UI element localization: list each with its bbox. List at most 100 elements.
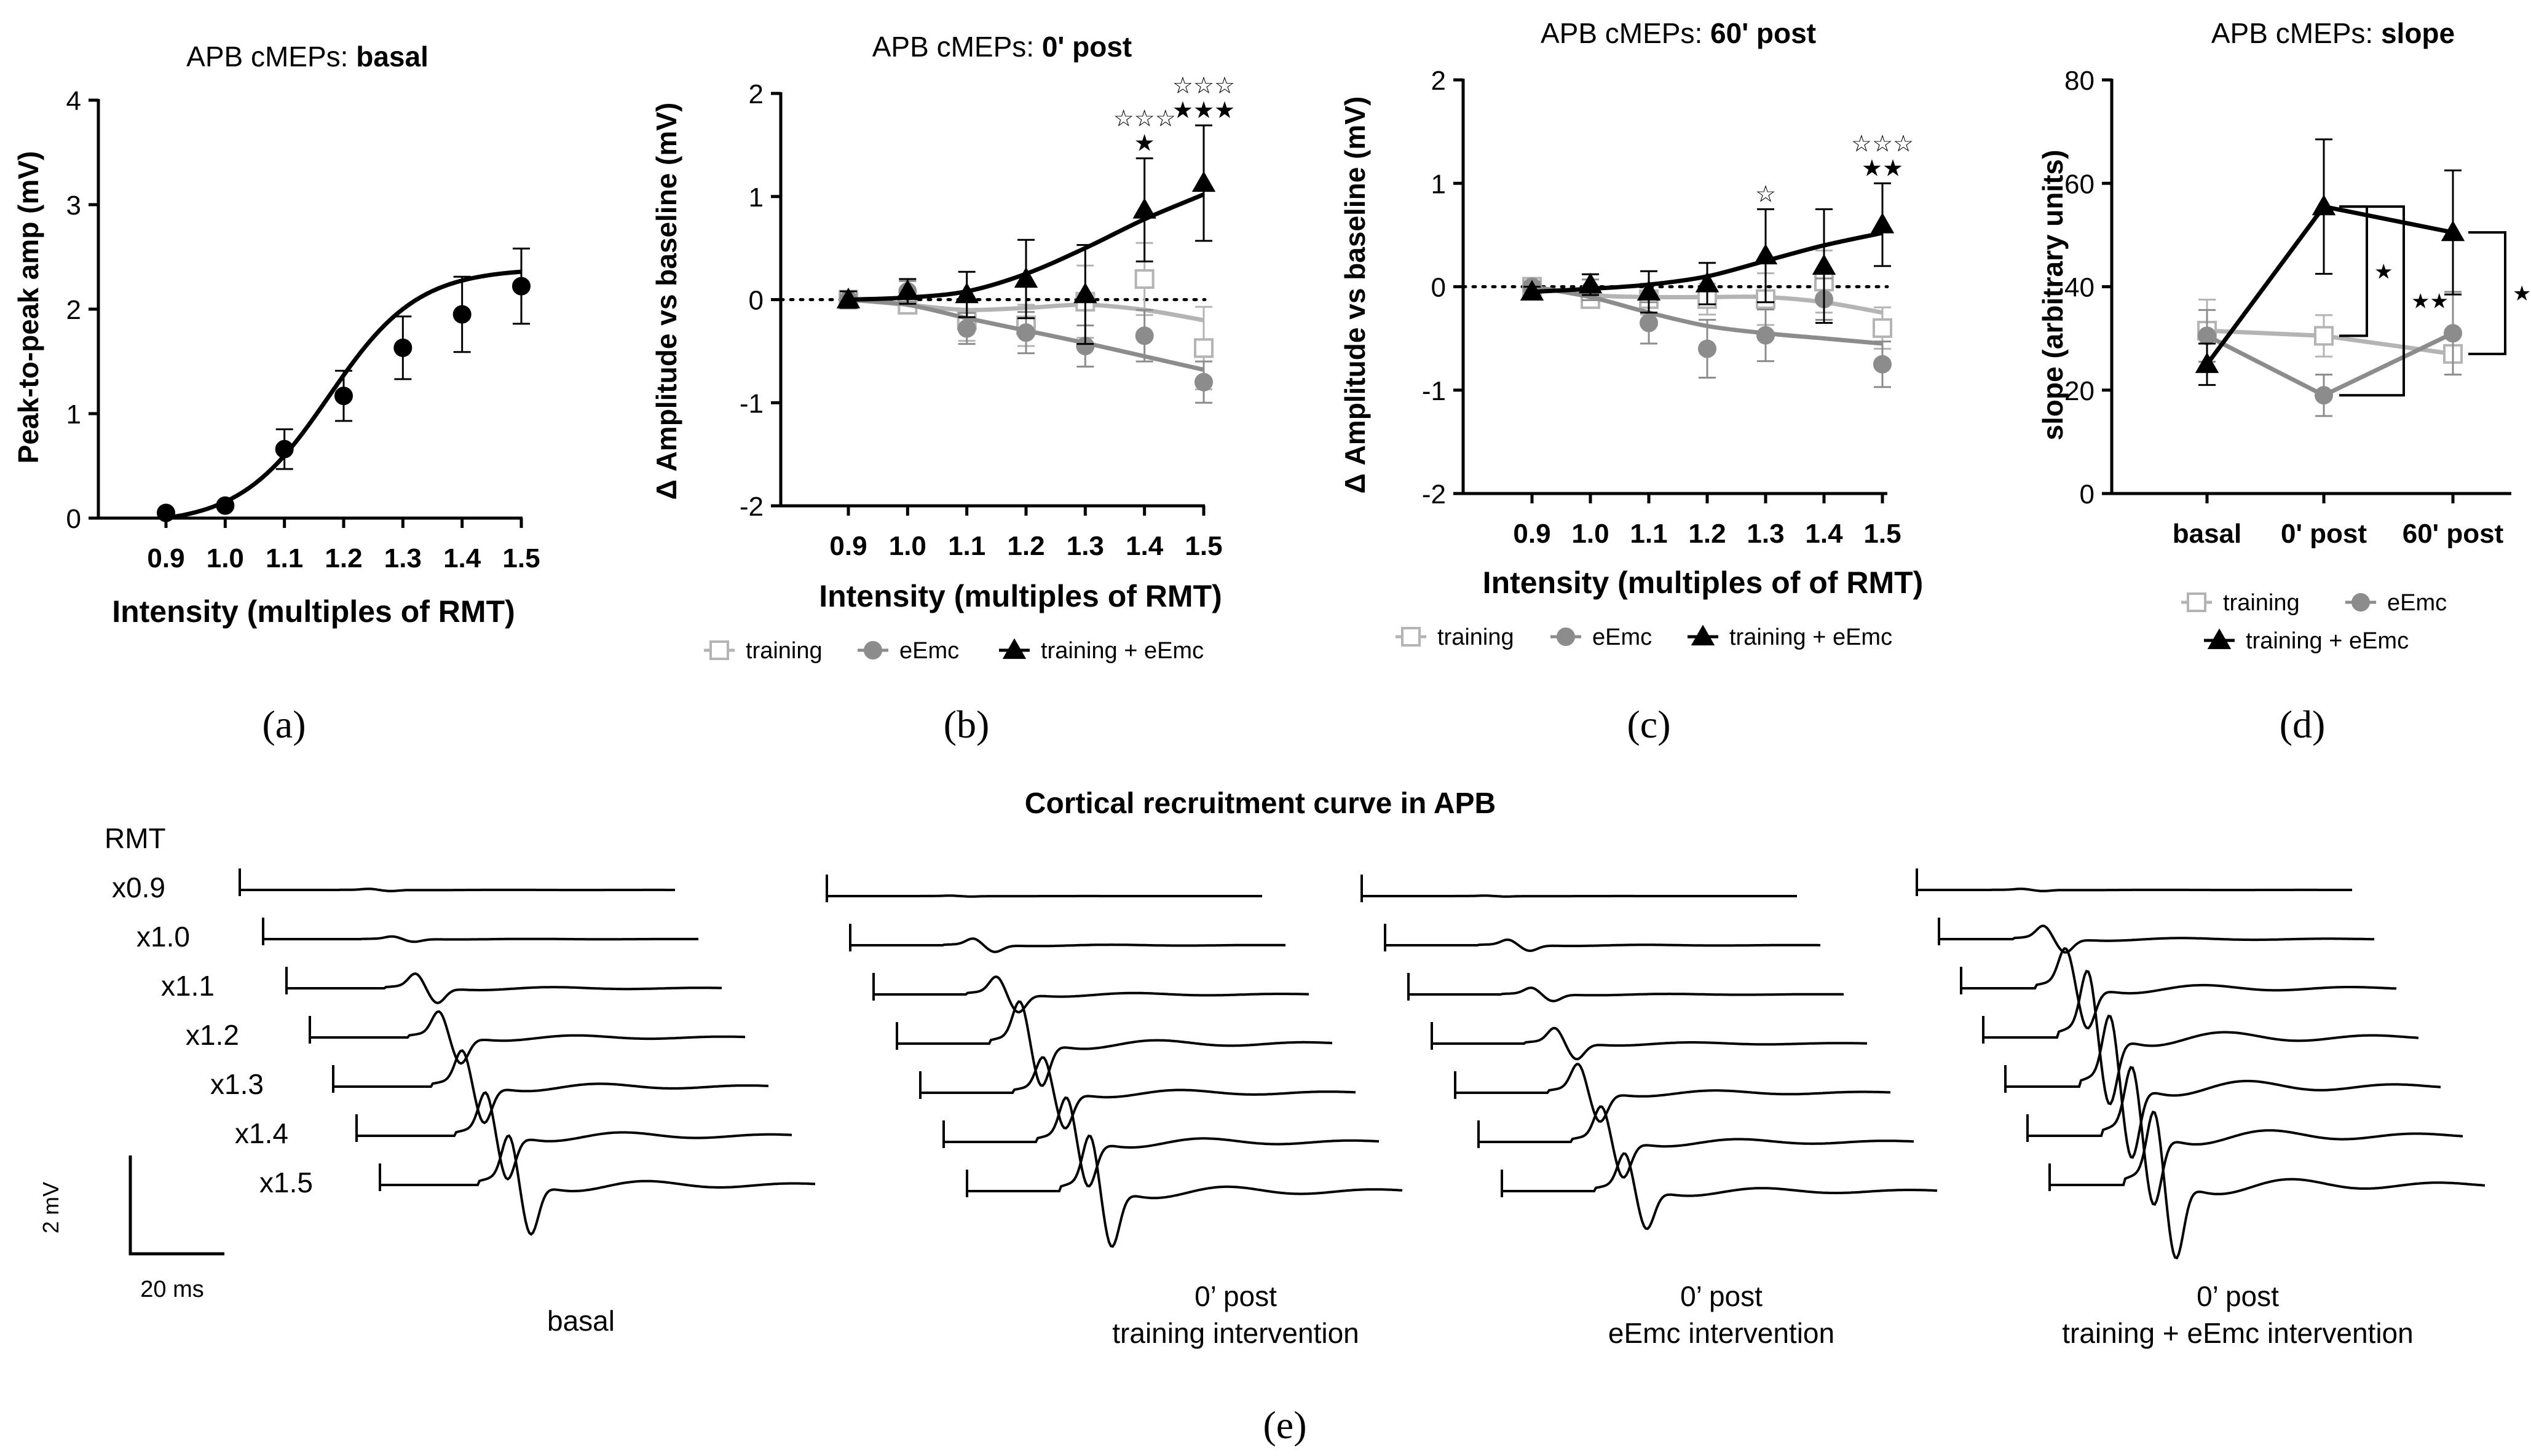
data-point <box>1812 254 1836 275</box>
data-point <box>1073 282 1097 304</box>
data-point <box>1637 280 1661 301</box>
trace-group-2 <box>826 875 1403 1248</box>
intensity-label-x1-1: x1.1 <box>161 970 215 1002</box>
panel-e-title: Cortical recruitment curve in APB <box>1025 787 1496 820</box>
significance-mark: ★★ <box>1862 155 1903 181</box>
mep-trace-x1-4 <box>2026 1066 2463 1206</box>
y-tick-label: 0 <box>749 286 764 316</box>
legend-marker <box>709 640 729 660</box>
data-point <box>1194 372 1213 392</box>
x-tick-label: 1.1 <box>266 543 303 573</box>
mep-trace-x1-4 <box>1477 1105 1914 1179</box>
x-tick-label: basal <box>2173 519 2242 549</box>
legend-marker <box>1401 627 1421 647</box>
mep-trace-x1-0 <box>849 924 1286 953</box>
x-tick-label: 1.2 <box>1007 531 1044 561</box>
x-tick-label: 1.4 <box>443 543 481 573</box>
y-tick-label: 60 <box>2064 169 2095 199</box>
y-tick-label: 0 <box>1431 273 1446 303</box>
legend-marker <box>2187 592 2206 612</box>
caption-line: basal <box>547 1305 615 1337</box>
intensity-label-x1-3: x1.3 <box>210 1068 264 1100</box>
panel-a-title: APB cMEPs: basal <box>186 41 428 73</box>
panel-a-xlabel: Intensity (multiples of RMT) <box>112 594 515 629</box>
mep-trace-x1-5 <box>2048 1110 2486 1260</box>
mep-trace-x1-3 <box>919 1056 1356 1130</box>
panel-c: APB cMEPs: 60' post Δ Amplitude vs basel… <box>1339 17 1923 746</box>
x-tick-label: 1.1 <box>948 531 985 561</box>
data-point <box>1520 280 1544 301</box>
y-tick-label: 2 <box>66 295 81 325</box>
mep-trace-x0-9 <box>239 868 675 896</box>
data-point <box>512 277 531 296</box>
mep-trace-x1-3 <box>2004 1014 2441 1159</box>
intensity-label-x1-2: x1.2 <box>186 1019 239 1051</box>
legend-marker <box>2351 593 2370 612</box>
intensity-label-x0-9: x0.9 <box>112 872 165 903</box>
mep-trace-x1-5 <box>966 1134 1403 1248</box>
legend-marker <box>1002 638 1027 659</box>
caption-line: eEmc intervention <box>1608 1317 1834 1349</box>
x-tick-label: 1.3 <box>384 543 422 573</box>
data-point <box>1640 313 1658 333</box>
legend-label: training <box>2223 590 2300 616</box>
panel-b-title: APB cMEPs: 0' post <box>872 31 1132 63</box>
legend-label: training + eEmc <box>2246 628 2409 654</box>
scale-bar-time: 20 ms <box>140 1277 203 1302</box>
mep-trace-x1-0 <box>262 918 698 945</box>
caption-line: 0’ post <box>1194 1280 1277 1312</box>
legend-label: eEmc <box>1592 624 1652 650</box>
data-point <box>1194 338 1214 358</box>
mep-trace-x1-2 <box>896 1000 1333 1087</box>
x-tick-label: 1.0 <box>889 531 926 561</box>
x-tick-label: 1.2 <box>1688 519 1726 549</box>
y-tick-label: 0 <box>66 504 81 534</box>
legend-marker <box>1691 624 1715 646</box>
data-point <box>896 279 920 301</box>
caption-line: training intervention <box>1112 1317 1359 1349</box>
panel-a-plot: 0 1 2 3 4 0.9 1.0 1.1 1.2 1.3 1.4 1.5 <box>66 86 540 573</box>
panel-b-label: (b) <box>944 702 990 746</box>
mep-trace-x0-9 <box>1916 868 2352 896</box>
scale-bar-lines <box>128 1155 224 1256</box>
legend-label: training <box>1437 624 1514 650</box>
significance-bracket <box>2339 205 2368 337</box>
data-point <box>955 282 979 304</box>
x-tick-label: 1.1 <box>1630 519 1667 549</box>
x-tick-label: 1.5 <box>502 543 540 573</box>
panel-e: Cortical recruitment curve in APB RMT x0… <box>38 787 2486 1447</box>
panel-d: APB cMEPs: slope slope (arbitrary units)… <box>2037 17 2531 746</box>
data-point <box>1014 267 1038 288</box>
data-point <box>2195 352 2219 373</box>
panel-d-ylabel: slope (arbitrary units) <box>2037 150 2069 441</box>
panel-c-xlabel: Intensity (multiples of of RMT) <box>1483 565 1924 600</box>
x-tick-label: 1.2 <box>325 543 362 573</box>
data-point <box>334 387 353 406</box>
x-tick-label: 1.4 <box>1805 519 1843 549</box>
data-point <box>1870 213 1895 234</box>
mep-trace-x1-2 <box>1431 1022 1868 1061</box>
x-tick-label: 1.3 <box>1747 519 1784 549</box>
data-point <box>2315 386 2333 405</box>
intensity-label-x1-4: x1.4 <box>235 1117 288 1149</box>
panel-e-intensity-labels: x0.9 x1.0 x1.1 x1.2 x1.3 x1.4 x1.5 <box>112 872 313 1198</box>
x-tick-label: 1.5 <box>1863 519 1901 549</box>
x-tick-label: 0.9 <box>829 531 867 561</box>
legend-marker <box>1557 628 1575 646</box>
y-tick-label: 2 <box>749 79 764 109</box>
mep-trace-x1-3 <box>1454 1063 1891 1123</box>
data-point <box>452 305 472 324</box>
data-point <box>1578 272 1603 294</box>
data-point <box>2312 194 2336 216</box>
mep-trace-x1-1 <box>285 967 722 1004</box>
panel-e-captions: basal 0’ post training intervention 0’ post… <box>547 1280 2414 1349</box>
mep-trace-x1-1 <box>1960 947 2397 1029</box>
trace-group-1 <box>239 868 816 1236</box>
intensity-label-x1-5: x1.5 <box>259 1167 313 1198</box>
mep-trace-x0-9 <box>826 875 1262 902</box>
data-point <box>275 439 294 458</box>
panel-c-label: (c) <box>1627 702 1670 746</box>
data-point <box>157 503 175 522</box>
